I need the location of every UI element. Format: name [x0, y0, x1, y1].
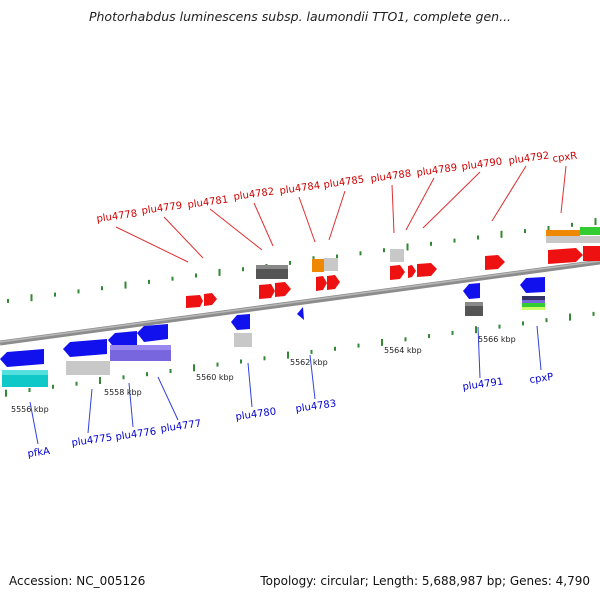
gene-label-plu4788[interactable]: plu4788 [370, 168, 412, 185]
gene-cpxR-lightgrey[interactable] [546, 236, 600, 243]
gene-plu4791[interactable] [463, 283, 480, 299]
leader-plu4782 [253, 202, 274, 247]
gene-cpxP-stack-2[interactable] [522, 300, 545, 303]
leader-lines-reverse [29, 325, 542, 445]
genome-axis-highlight [0, 260, 600, 343]
gene-plu4785[interactable] [327, 275, 340, 290]
scale-label: 5558 kbp [104, 388, 142, 397]
leader-cpxP [536, 325, 542, 371]
leader-plu4783 [309, 354, 316, 400]
genome-axis [0, 259, 600, 346]
reverse-genes [0, 277, 545, 387]
leader-plu4791 [477, 326, 481, 379]
leader-plu4789 [405, 177, 435, 231]
leader-plu4779 [163, 216, 204, 259]
leader-cpxR [560, 165, 567, 214]
scale-label: 5564 kbp [384, 346, 422, 355]
upper-tick-track [7, 218, 597, 303]
leader-lines [115, 165, 567, 263]
genome-summary-text: Topology: circular; Length: 5,688,987 bp… [260, 574, 590, 588]
scale-label: 5562 kbp [290, 358, 328, 367]
gene-label-plu4784[interactable]: plu4784 [279, 180, 321, 197]
gene-plu4776-purple-hl [110, 345, 171, 350]
gene-label-plu4775[interactable]: plu4775 [71, 432, 113, 449]
gene-label-plu4778[interactable]: plu4778 [96, 208, 138, 225]
gene-cpxR-tail[interactable] [583, 246, 600, 261]
gene-label-plu4783[interactable]: plu4783 [295, 398, 337, 415]
leader-pfkA [29, 401, 39, 445]
scale-label: 5560 kbp [196, 373, 234, 382]
gene-plu4779[interactable] [204, 293, 217, 306]
gene-label-cpxP[interactable]: cpxP [529, 372, 554, 386]
lower-tick-track [5, 311, 595, 397]
gene-label-plu4785[interactable]: plu4785 [323, 174, 365, 191]
scale-labels: 5556 kbp 5558 kbp 5560 kbp 5562 kbp 5564… [11, 335, 516, 414]
gene-label-plu4790[interactable]: plu4790 [461, 156, 503, 173]
accession-text: Accession: NC_005126 [9, 574, 146, 588]
leader-plu4788 [391, 184, 395, 234]
leader-plu4780 [247, 362, 253, 408]
gene-label-pfkA[interactable]: pfkA [27, 446, 51, 460]
gene-plu4785-lightgrey[interactable] [324, 258, 338, 271]
gene-plu4791-grey-hl [465, 302, 483, 306]
gene-label-plu4776[interactable]: plu4776 [115, 426, 157, 443]
gene-label-plu4791[interactable]: plu4791 [462, 376, 504, 393]
leader-plu4777 [157, 376, 179, 421]
gene-plu4782[interactable] [275, 282, 291, 297]
gene-plu4777[interactable] [137, 324, 168, 342]
leader-plu4792 [491, 165, 527, 222]
leader-plu4785 [328, 190, 346, 241]
leader-plu4781 [209, 208, 263, 251]
gene-pfkA[interactable] [0, 349, 44, 367]
gene-plu4778[interactable] [186, 295, 203, 308]
gene-plu4783[interactable] [297, 307, 304, 320]
genome-title: Photorhabdus luminescens subsp. laumondi… [88, 9, 512, 24]
gene-plu4782-grey-hl [256, 265, 288, 269]
gene-label-cpxR[interactable]: cpxR [552, 151, 578, 165]
leader-plu4790 [422, 171, 481, 229]
reverse-gene-labels: pfkA plu4775 plu4776 plu4777 plu4780 plu… [27, 372, 554, 460]
gene-label-plu4789[interactable]: plu4789 [416, 162, 458, 179]
gene-cpxP-stack-3[interactable] [522, 303, 545, 307]
leader-plu4778 [115, 226, 189, 263]
gene-label-plu4779[interactable]: plu4779 [141, 200, 183, 217]
gene-plu4790[interactable] [417, 263, 437, 277]
gene-cpxP-stack-1[interactable] [522, 296, 545, 300]
gene-plu4784[interactable] [316, 276, 327, 291]
gene-plu4784-orange[interactable] [312, 259, 324, 272]
gene-cpxP[interactable] [520, 277, 545, 293]
gene-plu4789[interactable] [408, 265, 416, 278]
gene-plu4775[interactable] [63, 339, 107, 357]
gene-cpxR-green[interactable] [580, 227, 600, 235]
gene-plu4781[interactable] [259, 284, 275, 299]
gene-label-plu4777[interactable]: plu4777 [160, 418, 202, 435]
gene-plu4780-lightgrey[interactable] [234, 333, 252, 347]
scale-label: 5566 kbp [478, 335, 516, 344]
gene-pfkA-cyan-hl [2, 370, 48, 375]
leader-plu4775 [87, 388, 93, 434]
gene-plu4775-lightgrey[interactable] [66, 361, 110, 375]
gene-cpxR-orange[interactable] [546, 230, 580, 236]
gene-plu4788-lightgrey[interactable] [390, 249, 404, 262]
gene-cpxP-stack-4[interactable] [522, 307, 545, 310]
gene-plu4776[interactable] [108, 331, 137, 349]
gene-plu4792[interactable] [485, 255, 505, 270]
gene-label-plu4782[interactable]: plu4782 [233, 186, 275, 203]
gene-label-plu4781[interactable]: plu4781 [187, 194, 229, 211]
forward-gene-labels: plu4778 plu4779 plu4781 plu4782 plu4784 … [96, 150, 578, 225]
gene-cpxR[interactable] [548, 248, 583, 264]
gene-label-plu4792[interactable]: plu4792 [508, 150, 550, 167]
leader-plu4784 [298, 196, 316, 243]
forward-genes [186, 227, 600, 308]
scale-label: 5556 kbp [11, 405, 49, 414]
gene-label-plu4780[interactable]: plu4780 [235, 406, 277, 423]
leader-plu4776 [128, 382, 134, 428]
gene-plu4788[interactable] [390, 265, 405, 280]
gene-plu4780[interactable] [231, 314, 250, 330]
